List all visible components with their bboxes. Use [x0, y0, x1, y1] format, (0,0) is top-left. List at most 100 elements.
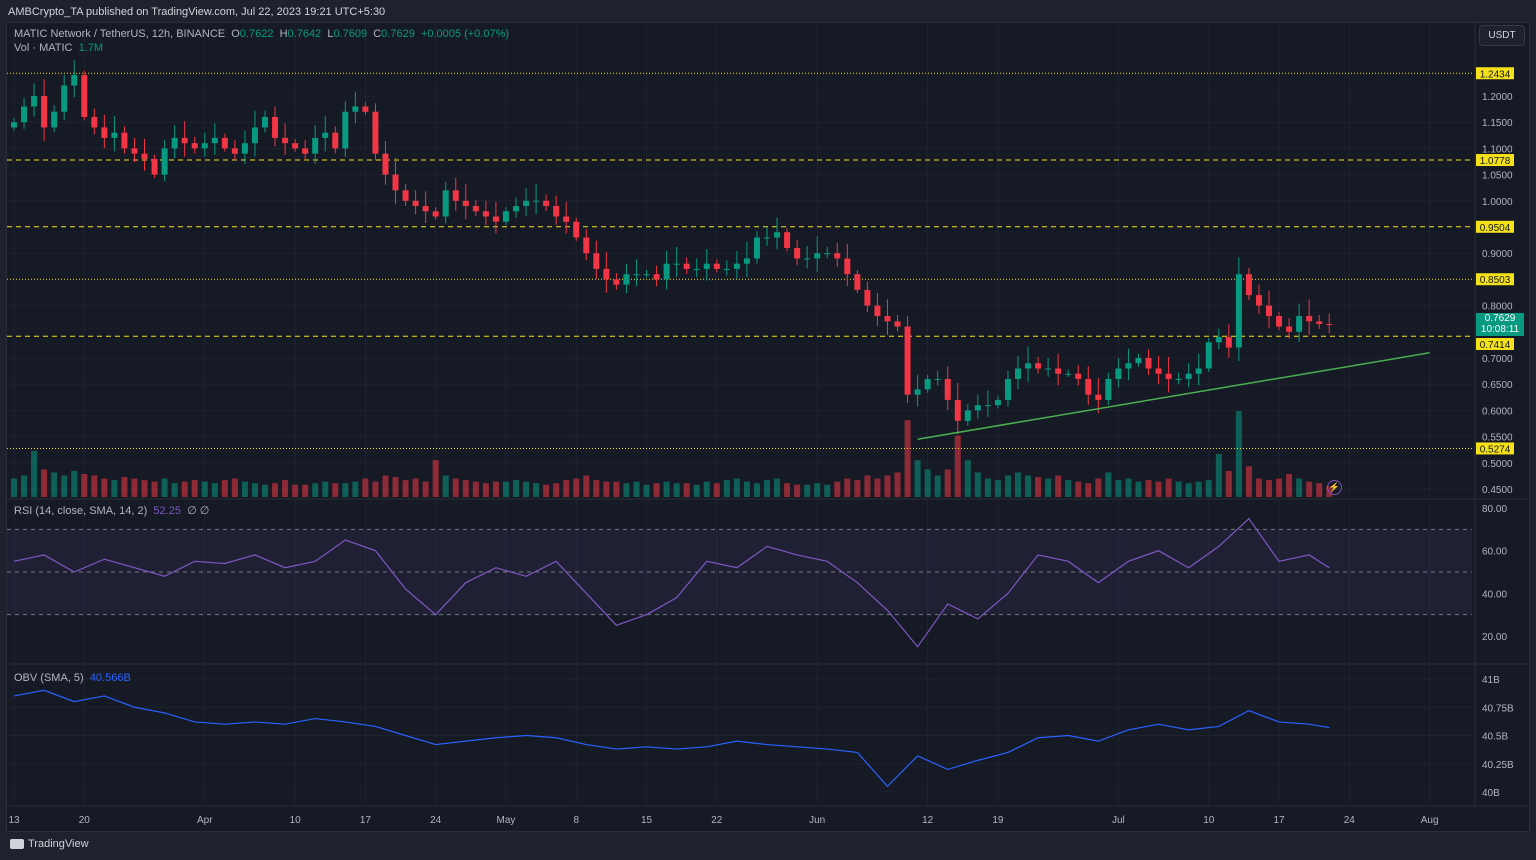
candle-body — [181, 137, 188, 144]
candle-body — [1155, 368, 1162, 374]
volume-bar — [814, 483, 821, 497]
lightning-icon[interactable]: ⚡ — [1327, 480, 1342, 495]
level-label: 1.2434 — [1480, 69, 1511, 80]
candle-body — [482, 211, 489, 217]
volume-bar — [954, 435, 961, 497]
support-trendline — [917, 352, 1430, 440]
volume-bar — [322, 481, 329, 497]
last-price: 0.7629 — [1484, 313, 1516, 324]
candle-body — [643, 274, 650, 276]
candle-body — [422, 206, 429, 212]
candle-body — [432, 211, 439, 217]
volume-bar — [1015, 472, 1021, 497]
candle-countdown: 10:08:11 — [1480, 324, 1520, 335]
volume-bar — [221, 480, 228, 497]
candle-body — [272, 116, 279, 138]
time-tick-label: 17 — [360, 815, 372, 826]
volume-bar — [251, 483, 258, 497]
level-label-bg — [1476, 67, 1514, 80]
level-label: 0.7414 — [1480, 340, 1511, 351]
candle-body — [804, 258, 811, 260]
grid — [7, 22, 1528, 807]
time-tick-label: 22 — [711, 815, 723, 826]
volume-bar — [272, 483, 279, 497]
candle-body — [513, 206, 519, 212]
candle-body — [1316, 321, 1323, 324]
volume-bar — [784, 483, 791, 497]
time-tick-label: Jul — [1112, 815, 1125, 826]
candle-body — [211, 137, 218, 144]
volume-label: Vol · MATIC — [14, 42, 73, 54]
candle-body — [784, 232, 791, 248]
volume-bar — [1115, 480, 1122, 497]
level-label-bg — [1476, 338, 1514, 350]
volume-bar — [1165, 478, 1172, 497]
price-tick-label: 1.0000 — [1482, 197, 1513, 208]
candle-body — [543, 200, 550, 207]
candle-body — [1075, 373, 1082, 379]
footer: TradingView — [10, 838, 89, 850]
volume-bar — [302, 484, 309, 497]
volume-bar — [1276, 478, 1283, 497]
volume-bar — [1135, 481, 1142, 497]
candle-body — [533, 200, 540, 202]
volume-bar — [713, 483, 720, 497]
candle-body — [151, 158, 158, 175]
candle-body — [402, 190, 409, 201]
volume-bar — [563, 480, 570, 497]
candle-body — [161, 148, 168, 175]
candle-body — [764, 237, 770, 239]
volume-bar — [312, 483, 319, 497]
volume-bar — [492, 481, 499, 497]
candle-body — [131, 148, 138, 154]
candle-body — [753, 237, 760, 259]
volume-bar — [1255, 478, 1262, 497]
volume-bar — [181, 481, 188, 497]
volume-bar — [1045, 478, 1052, 497]
last-price-label: 0.7629 10:08:11 — [1476, 313, 1524, 336]
candle-body — [573, 221, 580, 238]
candle-body — [633, 274, 640, 276]
obv-tick-label: 40.25B — [1482, 760, 1514, 771]
footer-brand: TradingView — [28, 838, 89, 850]
obv-tick-label: 40.5B — [1482, 732, 1508, 743]
candle-body — [442, 190, 449, 217]
rsi-value: 52.25 — [153, 505, 181, 517]
candle-body — [1296, 316, 1303, 332]
price-tick-label: 0.6000 — [1482, 406, 1513, 417]
candle-body — [51, 111, 58, 128]
obv-legend: OBV (SMA, 5) 40.566B — [14, 672, 131, 684]
candle-body — [61, 85, 68, 112]
volume-bar — [834, 481, 841, 497]
low-label: L — [327, 28, 334, 40]
volume-bar — [1075, 481, 1082, 497]
candle-body — [101, 127, 108, 138]
candle-body — [302, 148, 309, 154]
volume-bar — [1085, 483, 1092, 497]
time-tick-label: 24 — [1344, 815, 1356, 826]
volume-bar — [432, 460, 439, 497]
volume-bar — [804, 484, 811, 497]
time-tick-label: 24 — [430, 815, 442, 826]
volume-bar — [1025, 475, 1032, 497]
obv-tick-label: 40.75B — [1482, 703, 1514, 714]
candle-body — [1326, 323, 1333, 325]
volume-bars — [11, 411, 1333, 497]
candle-body — [984, 405, 991, 407]
volume-bar — [1245, 466, 1252, 497]
currency-button[interactable]: USDT — [1479, 25, 1525, 46]
volume-bar — [673, 483, 680, 497]
volume-bar — [111, 480, 118, 497]
volume-bar — [934, 475, 941, 497]
candle-body — [693, 268, 700, 270]
time-tick-label: 19 — [992, 815, 1004, 826]
candle-body — [1266, 305, 1272, 317]
time-tick-label: 20 — [79, 815, 91, 826]
candle-body — [523, 200, 530, 207]
chart-frame[interactable] — [6, 22, 1530, 832]
volume-bar — [874, 478, 881, 497]
obv-tick-label: 41B — [1482, 675, 1500, 686]
candle-body — [41, 96, 48, 128]
candle-body — [794, 247, 801, 259]
